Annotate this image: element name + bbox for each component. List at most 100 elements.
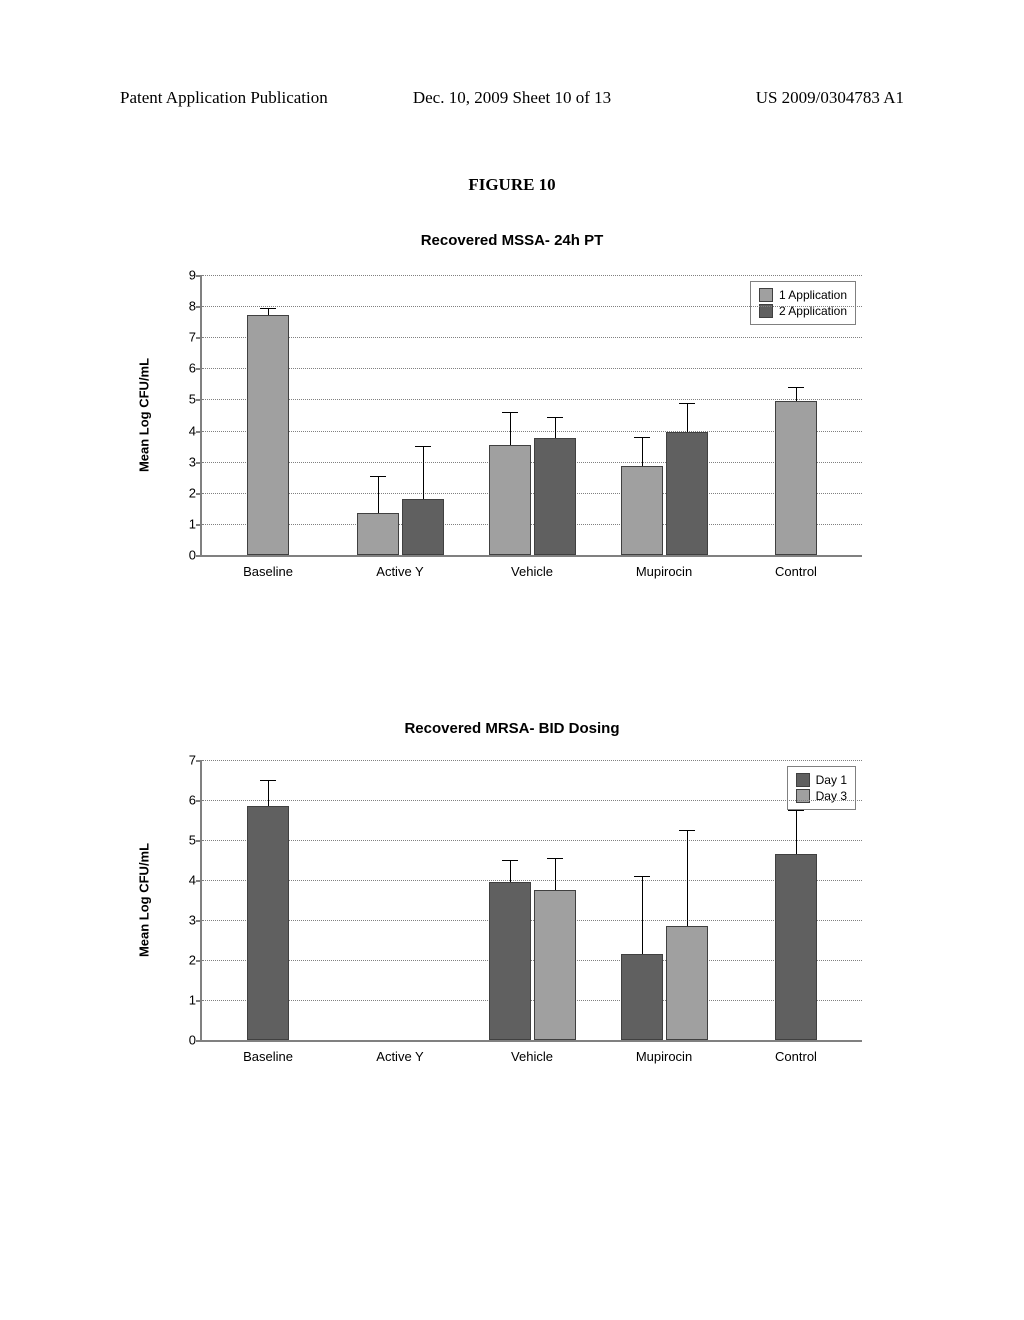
error-bar-cap — [788, 810, 804, 811]
bar — [621, 466, 663, 555]
error-bar — [796, 810, 797, 854]
y-tick-label: 2 — [174, 485, 196, 500]
x-category-label: Control — [775, 564, 817, 579]
y-tick-mark — [196, 960, 202, 962]
y-tick-label: 7 — [174, 330, 196, 345]
y-tick-mark — [196, 368, 202, 370]
error-bar — [555, 417, 556, 439]
y-tick-label: 2 — [174, 953, 196, 968]
y-tick-label: 9 — [174, 268, 196, 283]
figure-label: FIGURE 10 — [468, 175, 555, 195]
bar — [775, 854, 817, 1040]
grid-line — [202, 880, 862, 881]
chart1-ylabel: Mean Log CFU/mL — [137, 358, 152, 472]
y-tick-mark — [196, 275, 202, 277]
bar — [402, 499, 444, 555]
y-tick-label: 4 — [174, 873, 196, 888]
y-tick-mark — [196, 399, 202, 401]
x-category-label: Baseline — [243, 564, 293, 579]
grid-line — [202, 306, 862, 307]
bar — [666, 432, 708, 555]
legend-swatch — [759, 288, 773, 302]
y-tick-label: 8 — [174, 299, 196, 314]
y-tick-mark — [196, 431, 202, 433]
grid-line — [202, 760, 862, 761]
bar — [357, 513, 399, 555]
error-bar — [510, 412, 511, 445]
grid-line — [202, 960, 862, 961]
y-tick-mark — [196, 1000, 202, 1002]
chart1-area: Mean Log CFU/mL 1 Application 2 Applicat… — [200, 275, 862, 557]
legend-item: 1 Application — [759, 288, 847, 302]
y-tick-label: 3 — [174, 454, 196, 469]
bar — [534, 890, 576, 1040]
page: Patent Application Publication Dec. 10, … — [0, 0, 1024, 1320]
header-left: Patent Application Publication — [120, 88, 328, 107]
error-bar-cap — [634, 876, 650, 877]
error-bar-cap — [788, 387, 804, 388]
error-bar — [687, 830, 688, 926]
grid-line — [202, 800, 862, 801]
y-tick-label: 4 — [174, 423, 196, 438]
error-bar-cap — [502, 412, 518, 413]
legend-label: Day 1 — [816, 773, 847, 787]
grid-line — [202, 1000, 862, 1001]
y-tick-mark — [196, 462, 202, 464]
error-bar — [510, 860, 511, 882]
bar — [621, 954, 663, 1040]
bar — [666, 926, 708, 1040]
y-tick-label: 3 — [174, 913, 196, 928]
chart1-title: Recovered MSSA- 24h PT — [421, 232, 604, 249]
chart1-legend: 1 Application 2 Application — [750, 281, 856, 325]
y-tick-mark — [196, 800, 202, 802]
grid-line — [202, 524, 862, 525]
x-category-label: Baseline — [243, 1049, 293, 1064]
grid-line — [202, 920, 862, 921]
error-bar-cap — [260, 308, 276, 309]
error-bar-cap — [415, 446, 431, 447]
x-category-label: Mupirocin — [636, 1049, 692, 1064]
chart2-title: Recovered MRSA- BID Dosing — [404, 720, 619, 737]
error-bar — [555, 858, 556, 890]
error-bar — [687, 403, 688, 433]
y-tick-label: 5 — [174, 392, 196, 407]
chart2-area: Mean Log CFU/mL Day 1 Day 3 01234567Base… — [200, 760, 862, 1042]
y-tick-mark — [196, 555, 202, 557]
y-tick-mark — [196, 306, 202, 308]
y-tick-label: 6 — [174, 361, 196, 376]
error-bar-cap — [370, 476, 386, 477]
error-bar-cap — [547, 417, 563, 418]
grid-line — [202, 337, 862, 338]
error-bar — [268, 780, 269, 806]
error-bar — [642, 437, 643, 467]
legend-swatch — [796, 773, 810, 787]
y-tick-mark — [196, 524, 202, 526]
bar — [247, 315, 289, 555]
x-category-label: Vehicle — [511, 1049, 553, 1064]
y-tick-label: 5 — [174, 833, 196, 848]
error-bar — [423, 446, 424, 499]
y-tick-mark — [196, 1040, 202, 1042]
legend-item: Day 1 — [796, 773, 847, 787]
y-tick-label: 6 — [174, 793, 196, 808]
grid-line — [202, 368, 862, 369]
y-tick-label: 1 — [174, 516, 196, 531]
y-tick-label: 0 — [174, 548, 196, 563]
y-tick-label: 1 — [174, 993, 196, 1008]
grid-line — [202, 275, 862, 276]
patent-header: Patent Application Publication Dec. 10, … — [120, 88, 904, 108]
y-tick-mark — [196, 760, 202, 762]
x-category-label: Active Y — [376, 564, 423, 579]
bar — [489, 882, 531, 1040]
header-mid: Dec. 10, 2009 Sheet 10 of 13 — [413, 88, 611, 108]
y-tick-mark — [196, 337, 202, 339]
error-bar — [796, 387, 797, 401]
bar — [247, 806, 289, 1040]
grid-line — [202, 431, 862, 432]
grid-line — [202, 493, 862, 494]
y-tick-mark — [196, 493, 202, 495]
y-tick-label: 0 — [174, 1033, 196, 1048]
bar — [775, 401, 817, 555]
error-bar-cap — [547, 858, 563, 859]
error-bar-cap — [634, 437, 650, 438]
